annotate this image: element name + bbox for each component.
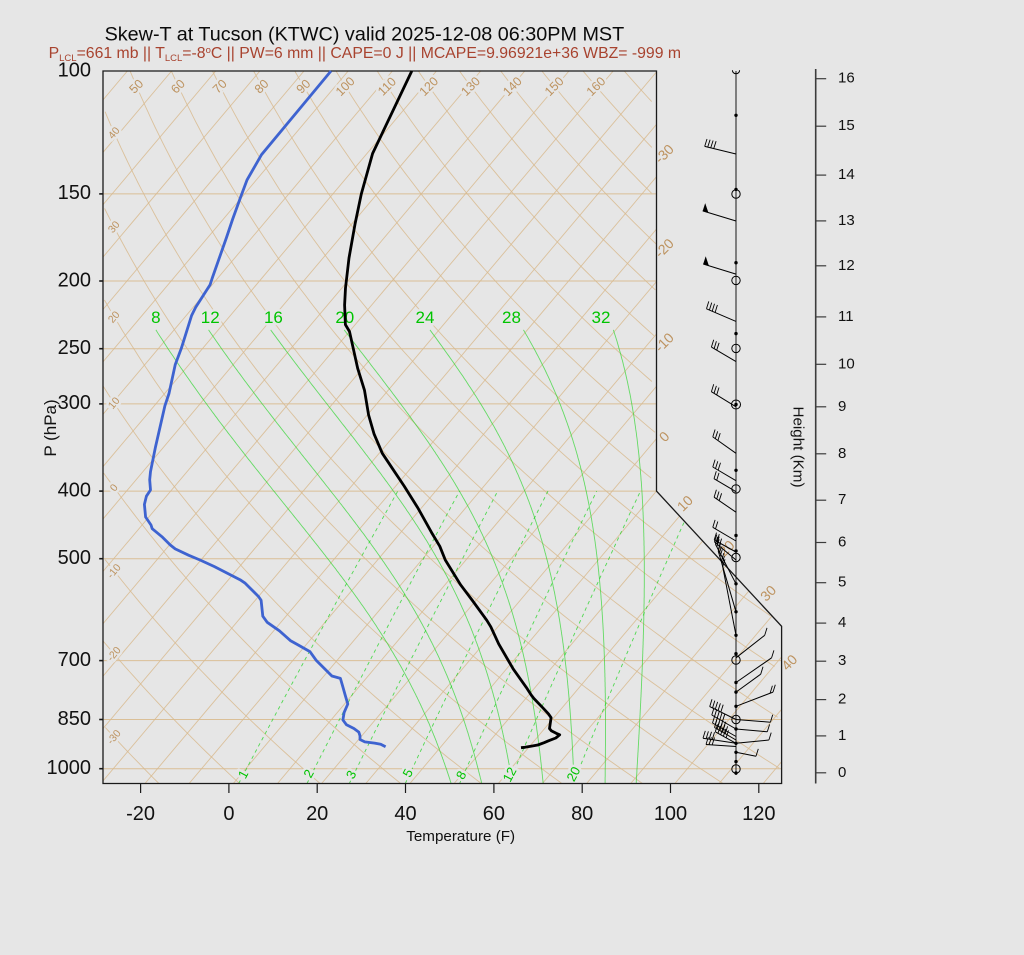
svg-text:PLCL=661 mb || TLCL=-8oC || PW: PLCL=661 mb || TLCL=-8oC || PW=6 mm || C… [49,45,681,64]
svg-text:200: 200 [58,269,91,291]
svg-text:2: 2 [838,691,846,708]
svg-text:7: 7 [838,491,846,508]
svg-text:40: 40 [394,803,416,825]
svg-text:32: 32 [592,308,611,327]
svg-text:150: 150 [58,182,91,204]
svg-text:700: 700 [58,649,91,671]
svg-text:8: 8 [151,308,160,327]
svg-text:15: 15 [838,117,855,134]
svg-text:250: 250 [58,337,91,359]
svg-text:0: 0 [838,764,846,781]
svg-text:13: 13 [838,212,855,229]
svg-text:300: 300 [58,392,91,414]
svg-text:6: 6 [838,533,846,550]
svg-text:500: 500 [58,547,91,569]
svg-text:80: 80 [571,803,593,825]
svg-text:10: 10 [838,355,855,372]
svg-text:16: 16 [838,70,855,87]
svg-text:14: 14 [838,166,855,183]
svg-text:5: 5 [838,574,846,591]
svg-text:1: 1 [838,727,846,744]
svg-text:P (hPa): P (hPa) [41,399,60,456]
svg-text:Temperature (F): Temperature (F) [406,828,515,845]
svg-text:1000: 1000 [47,757,92,779]
svg-text:24: 24 [416,308,435,327]
svg-text:400: 400 [58,479,91,501]
svg-text:Skew-T at Tucson (KTWC) valid: Skew-T at Tucson (KTWC) valid 2025-12-08… [105,24,625,46]
svg-text:100: 100 [654,803,687,825]
svg-text:12: 12 [201,308,220,327]
svg-text:120: 120 [742,803,775,825]
svg-text:850: 850 [58,708,91,730]
svg-text:Height (Km): Height (Km) [790,406,807,487]
svg-text:11: 11 [838,308,854,325]
svg-text:12: 12 [838,257,855,274]
svg-text:100: 100 [58,59,91,81]
svg-text:9: 9 [838,398,846,415]
svg-text:0: 0 [223,803,234,825]
svg-text:8: 8 [838,445,846,462]
svg-text:20: 20 [306,803,328,825]
svg-text:16: 16 [264,308,283,327]
svg-text:-20: -20 [126,803,155,825]
svg-text:3: 3 [838,652,846,669]
svg-text:4: 4 [838,614,846,631]
svg-text:60: 60 [483,803,505,825]
svg-text:28: 28 [502,308,521,327]
